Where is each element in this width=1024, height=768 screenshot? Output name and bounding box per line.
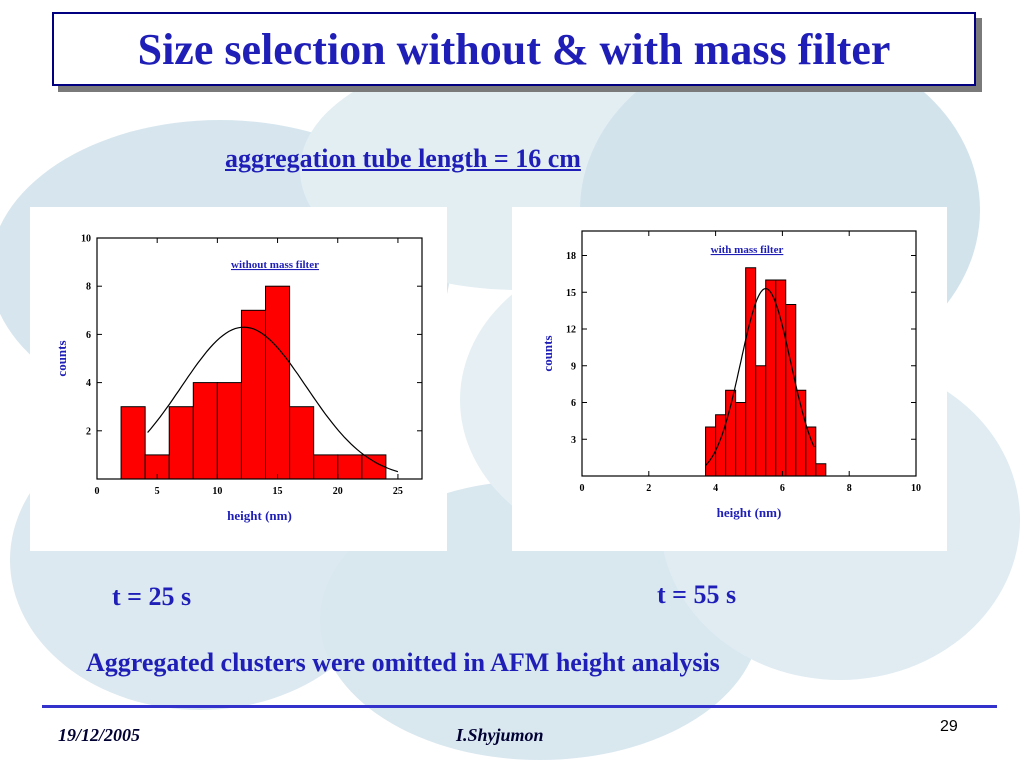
x-tick-label: 0 <box>95 486 100 497</box>
x-axis-label: height (nm) <box>227 508 292 523</box>
histogram-without-mass-filter: 0 5 10 15 20 25 2 4 6 8 10 without mass filter heigh… <box>54 234 423 523</box>
histogram-bar <box>805 426 817 477</box>
histogram-bar <box>192 382 218 480</box>
plot-frame <box>581 230 917 477</box>
y-tick-label: 2 <box>86 426 91 437</box>
histogram-bar <box>313 454 339 480</box>
y-tick-label: 15 <box>566 288 576 299</box>
x-tick-label: 6 <box>780 483 785 494</box>
x-tick-label: 5 <box>155 486 160 497</box>
time-label-left: t = 25 s <box>112 582 192 611</box>
y-axis-label: counts <box>54 340 69 376</box>
gaussian-fit-curve <box>705 287 815 466</box>
x-tick-label: 10 <box>911 483 921 494</box>
histogram-bar <box>765 279 777 477</box>
gaussian-fit-curve <box>147 326 399 473</box>
histogram-bar <box>745 267 757 477</box>
y-tick-label: 3 <box>571 435 576 446</box>
slide-title: Size selection without & with mass filte… <box>137 24 891 74</box>
plot-frame <box>96 237 423 480</box>
histogram-bar <box>785 304 797 477</box>
histogram-bar <box>265 285 291 480</box>
y-tick-label: 9 <box>571 361 576 372</box>
histogram-bar <box>337 454 363 480</box>
x-tick-label: 2 <box>646 483 651 494</box>
histogram-bar <box>815 463 827 477</box>
analysis-note: Aggregated clusters were omitted in AFM … <box>86 648 720 677</box>
time-label-right: t = 55 s <box>657 580 737 609</box>
histogram-bar <box>289 406 315 480</box>
histogram-bar <box>705 426 717 477</box>
histogram-bar <box>775 279 787 477</box>
histogram-bar <box>715 414 727 477</box>
x-tick-label: 15 <box>273 486 283 497</box>
footer-date: 19/12/2005 <box>58 725 141 745</box>
histogram-with-mass-filter: 0 2 4 6 8 10 3 6 9 12 15 18 with mass filter height (… <box>540 230 921 520</box>
histogram-bar <box>361 454 387 480</box>
histogram-bar <box>216 382 242 480</box>
x-tick-label: 10 <box>212 486 222 497</box>
x-tick-label: 0 <box>580 483 585 494</box>
footer-author: I.Shyjumon <box>456 725 544 745</box>
footer-divider <box>42 705 997 708</box>
x-tick-label: 8 <box>847 483 852 494</box>
y-tick-label: 10 <box>81 234 91 245</box>
y-tick-label: 18 <box>566 251 576 262</box>
histogram-bar <box>755 365 767 477</box>
histogram-bar <box>120 406 146 480</box>
x-tick-label: 25 <box>393 486 403 497</box>
chart-title: with mass filter <box>711 244 784 256</box>
title-box: Size selection without & with mass filte… <box>52 12 976 86</box>
slide-subtitle: aggregation tube length = 16 cm <box>225 144 581 173</box>
y-axis-label: counts <box>540 335 555 371</box>
y-tick-label: 6 <box>86 330 91 341</box>
y-tick-label: 12 <box>566 325 576 336</box>
histogram-bar <box>735 402 747 477</box>
chart-with-mass-filter: 0 2 4 6 8 10 3 6 9 12 15 18 with mass filter height (… <box>512 207 947 551</box>
chart-without-mass-filter: 0 5 10 15 20 25 2 4 6 8 10 without mass filter heigh… <box>30 207 447 551</box>
y-tick-label: 6 <box>571 398 576 409</box>
x-axis-label: height (nm) <box>717 505 782 520</box>
histogram-bar <box>168 406 194 480</box>
y-tick-label: 8 <box>86 282 91 293</box>
x-tick-label: 20 <box>333 486 343 497</box>
y-tick-label: 4 <box>86 378 91 389</box>
chart-title: without mass filter <box>231 259 319 271</box>
histogram-bar <box>240 309 267 480</box>
page-number: 29 <box>940 718 958 735</box>
x-tick-label: 4 <box>713 483 718 494</box>
histogram-bar <box>725 389 737 477</box>
